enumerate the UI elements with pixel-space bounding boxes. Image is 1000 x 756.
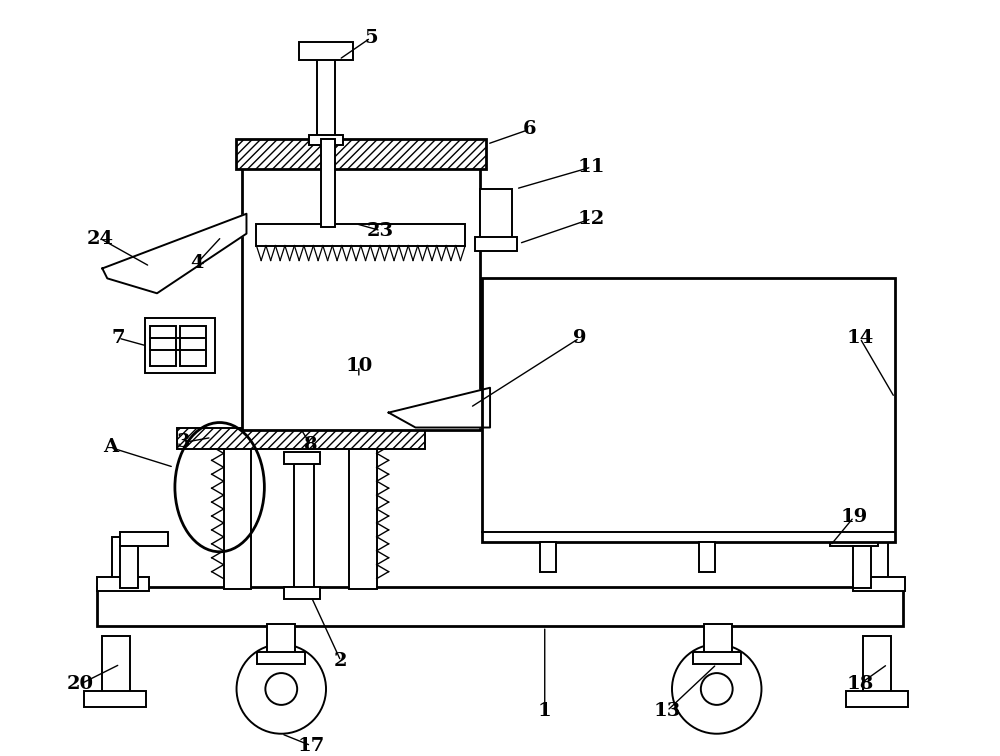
Bar: [480, 189, 512, 240]
Bar: [180, 326, 206, 366]
Bar: [97, 587, 903, 627]
Bar: [693, 652, 741, 664]
Bar: [120, 532, 168, 546]
Bar: [236, 139, 486, 169]
Circle shape: [237, 644, 326, 734]
Bar: [299, 42, 353, 60]
Bar: [284, 452, 320, 464]
Bar: [177, 427, 425, 449]
Text: A: A: [103, 438, 118, 457]
Text: 9: 9: [573, 329, 586, 347]
Bar: [846, 691, 908, 707]
Text: 6: 6: [523, 120, 537, 138]
Text: 11: 11: [578, 158, 605, 176]
Bar: [830, 532, 878, 546]
Circle shape: [672, 644, 761, 734]
Bar: [224, 438, 251, 589]
Polygon shape: [102, 214, 246, 293]
Bar: [256, 224, 465, 246]
Polygon shape: [389, 388, 490, 427]
Bar: [704, 624, 732, 654]
Text: 14: 14: [846, 329, 874, 347]
Bar: [321, 139, 335, 227]
Bar: [145, 318, 215, 373]
Bar: [540, 542, 556, 572]
Bar: [349, 438, 377, 589]
Text: 4: 4: [190, 255, 204, 272]
Text: 2: 2: [334, 652, 348, 670]
Text: 23: 23: [367, 222, 394, 240]
Text: 8: 8: [304, 436, 318, 454]
Text: 7: 7: [111, 329, 125, 347]
Circle shape: [265, 673, 297, 705]
Bar: [866, 537, 888, 587]
Bar: [475, 237, 517, 250]
Bar: [317, 54, 335, 142]
Bar: [257, 652, 305, 664]
Text: 12: 12: [578, 209, 605, 228]
Bar: [102, 637, 130, 696]
Bar: [699, 542, 715, 572]
Text: 18: 18: [846, 675, 874, 693]
Text: 17: 17: [297, 736, 325, 754]
Bar: [120, 546, 138, 587]
Text: 10: 10: [345, 357, 372, 375]
Bar: [482, 278, 895, 542]
Bar: [309, 135, 343, 145]
Text: 19: 19: [840, 508, 868, 526]
Bar: [97, 577, 149, 590]
Text: 20: 20: [67, 675, 94, 693]
Circle shape: [701, 673, 733, 705]
Bar: [267, 624, 295, 654]
Bar: [853, 546, 871, 587]
Text: 1: 1: [538, 702, 552, 720]
Bar: [84, 691, 146, 707]
Bar: [242, 147, 480, 430]
Text: 5: 5: [364, 29, 378, 47]
Bar: [112, 537, 134, 587]
Bar: [863, 637, 891, 696]
Bar: [284, 587, 320, 599]
Text: 24: 24: [87, 230, 114, 248]
Bar: [294, 457, 314, 589]
Text: 3: 3: [177, 433, 191, 451]
Bar: [150, 326, 176, 366]
Text: 13: 13: [653, 702, 681, 720]
Bar: [853, 577, 905, 590]
